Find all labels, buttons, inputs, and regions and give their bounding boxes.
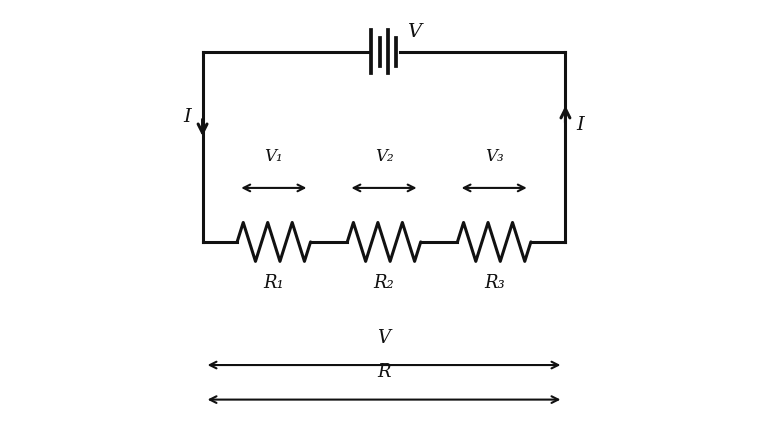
Text: V₂: V₂: [375, 149, 393, 165]
Text: V₁: V₁: [264, 149, 283, 165]
Text: V: V: [378, 329, 390, 347]
Text: R₃: R₃: [484, 274, 505, 292]
Text: R₂: R₂: [373, 274, 395, 292]
Text: V: V: [407, 23, 421, 41]
Text: I: I: [577, 116, 584, 134]
Text: R: R: [377, 363, 391, 381]
Text: V₃: V₃: [485, 149, 504, 165]
Text: I: I: [184, 108, 191, 126]
Text: R₁: R₁: [263, 274, 284, 292]
